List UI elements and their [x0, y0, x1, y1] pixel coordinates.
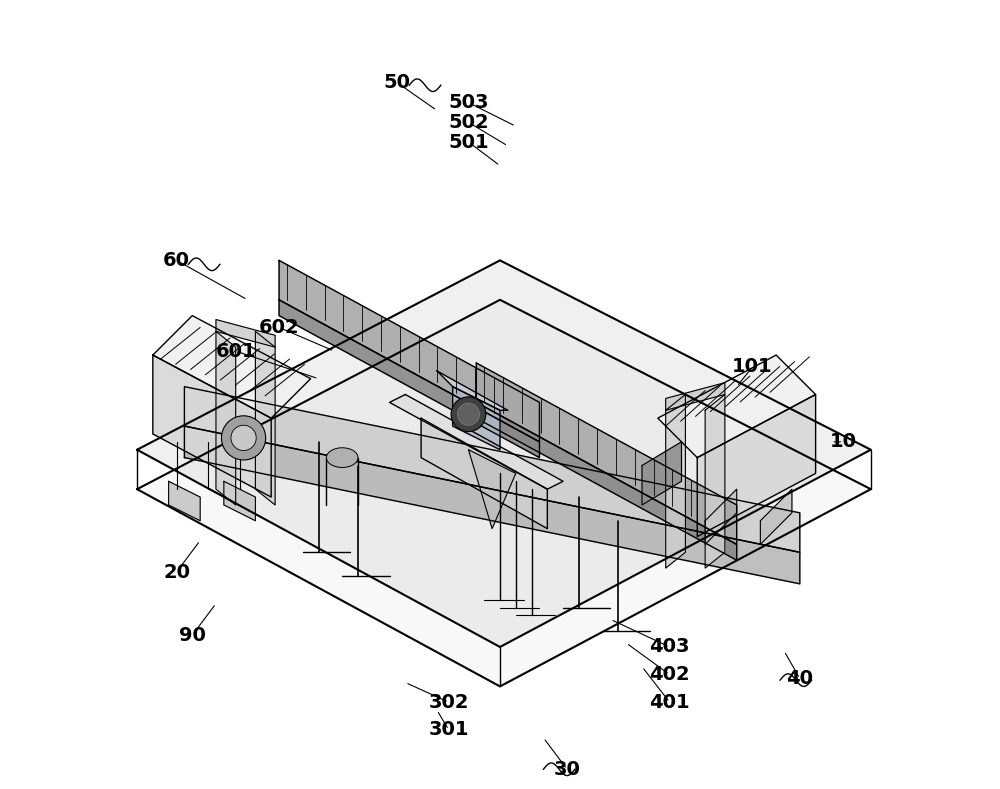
- Text: 90: 90: [179, 626, 206, 645]
- Polygon shape: [476, 363, 737, 544]
- Polygon shape: [137, 300, 871, 686]
- Ellipse shape: [326, 448, 358, 467]
- Polygon shape: [390, 394, 563, 489]
- Polygon shape: [224, 481, 255, 521]
- Text: 302: 302: [428, 693, 469, 712]
- Polygon shape: [666, 394, 685, 568]
- Polygon shape: [760, 489, 792, 544]
- Polygon shape: [169, 481, 200, 521]
- Polygon shape: [705, 394, 725, 568]
- Text: 301: 301: [428, 720, 469, 739]
- Polygon shape: [705, 489, 737, 544]
- Text: 20: 20: [163, 563, 190, 581]
- Polygon shape: [642, 442, 681, 505]
- Text: 502: 502: [448, 113, 489, 132]
- Polygon shape: [658, 355, 816, 458]
- Text: 50: 50: [384, 73, 411, 92]
- Polygon shape: [184, 387, 800, 552]
- Text: 503: 503: [448, 93, 489, 112]
- Polygon shape: [153, 355, 271, 497]
- Text: 403: 403: [649, 638, 690, 656]
- Polygon shape: [697, 394, 816, 537]
- Text: 501: 501: [448, 133, 489, 151]
- Polygon shape: [476, 402, 737, 560]
- Text: 101: 101: [732, 357, 773, 376]
- Text: 30: 30: [554, 760, 581, 779]
- Polygon shape: [216, 331, 236, 505]
- Polygon shape: [421, 418, 547, 529]
- Circle shape: [231, 425, 256, 451]
- Polygon shape: [453, 387, 500, 450]
- Circle shape: [221, 416, 266, 460]
- Polygon shape: [184, 426, 800, 584]
- Polygon shape: [153, 316, 311, 418]
- Text: 602: 602: [259, 318, 299, 337]
- Text: 40: 40: [786, 669, 813, 688]
- Polygon shape: [666, 383, 725, 410]
- Polygon shape: [437, 371, 508, 410]
- Text: 10: 10: [830, 432, 857, 451]
- Circle shape: [457, 403, 479, 425]
- Text: 401: 401: [649, 693, 690, 712]
- Polygon shape: [216, 320, 275, 347]
- Polygon shape: [137, 260, 871, 647]
- Text: 60: 60: [163, 251, 190, 270]
- Polygon shape: [255, 331, 275, 505]
- Polygon shape: [468, 450, 516, 529]
- Polygon shape: [279, 300, 539, 458]
- Text: 402: 402: [649, 665, 690, 684]
- Text: 601: 601: [215, 342, 256, 361]
- Circle shape: [451, 397, 486, 432]
- Polygon shape: [279, 260, 539, 442]
